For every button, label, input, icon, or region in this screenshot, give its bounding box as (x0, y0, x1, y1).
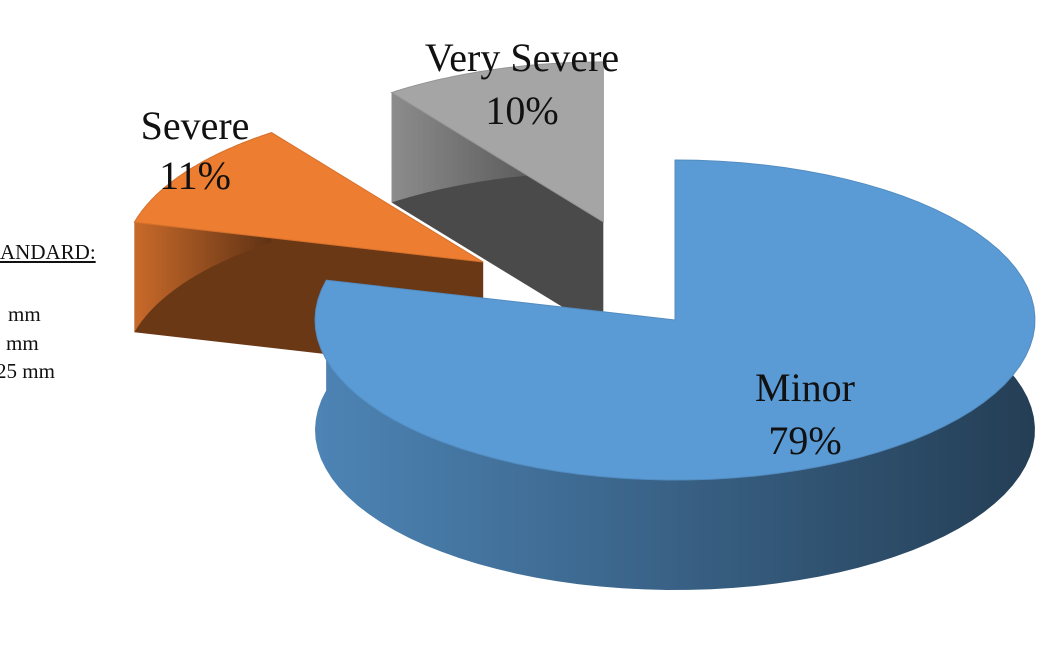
pie-slice (133, 132, 484, 263)
slice-label: Minor (755, 365, 855, 410)
slice-label: Severe (141, 103, 250, 148)
slice-value-label: 10% (485, 88, 558, 133)
annotation: mm (6, 331, 39, 355)
pie-slice (390, 61, 604, 223)
slice-label: Very Severe (425, 35, 619, 80)
pie-slice (314, 159, 1036, 481)
annotation: ANDARD: (0, 240, 96, 264)
annotation: 25 mm (0, 359, 55, 383)
slice-value-label: 11% (159, 153, 231, 198)
slice-value-label: 79% (768, 418, 841, 463)
annotation: mm (8, 302, 41, 326)
